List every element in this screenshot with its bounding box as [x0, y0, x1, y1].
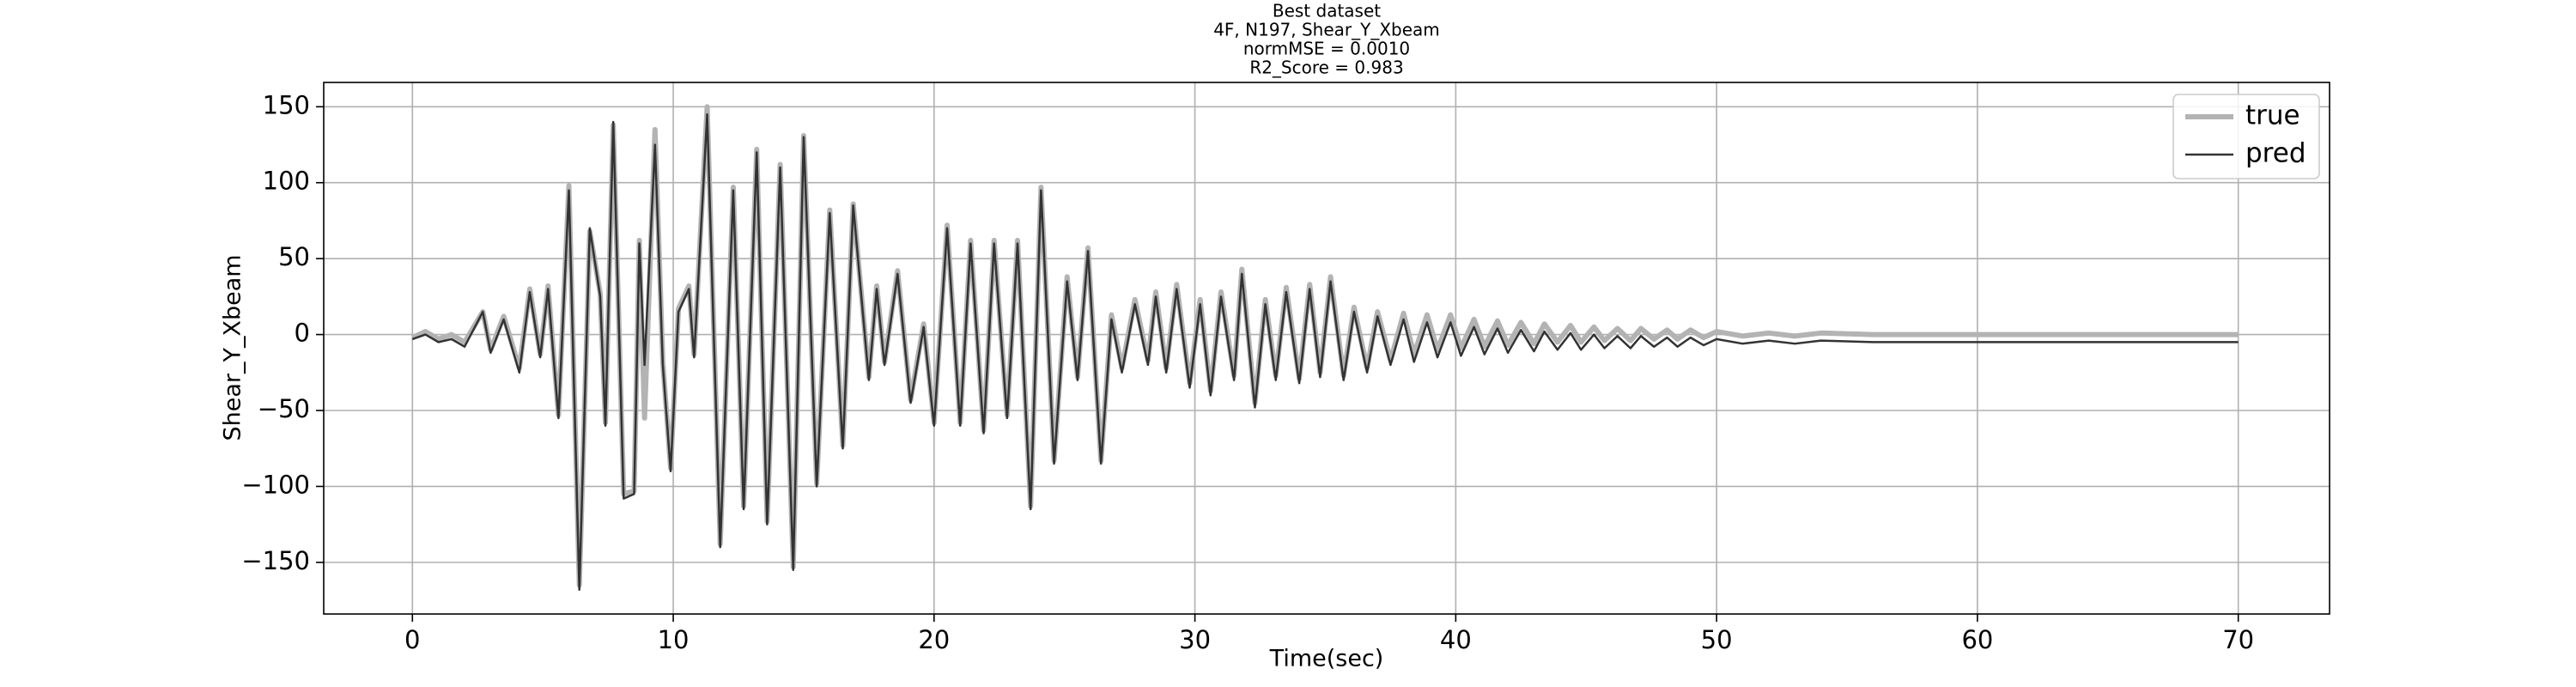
y-axis-label: Shear_Y_Xbeam	[220, 254, 246, 441]
y-tick-label: −100	[241, 470, 310, 499]
series-line	[411, 112, 2239, 591]
plot-frame	[323, 82, 2330, 615]
x-tick-label: 50	[1701, 625, 1733, 654]
x-tick-label: 0	[404, 625, 420, 654]
x-tick-label: 60	[1961, 625, 1993, 654]
legend-label: pred	[2245, 138, 2306, 169]
y-tick-label: 50	[278, 242, 310, 271]
x-tick-label: 40	[1440, 625, 1472, 654]
x-axis-label: Time(sec)	[1269, 646, 1384, 672]
x-tick-label: 10	[658, 625, 690, 654]
x-tick-label: 30	[1179, 625, 1211, 654]
series-line	[411, 104, 2239, 588]
chart-title: normMSE = 0.0010	[1243, 39, 1410, 59]
y-tick-label: 0	[295, 319, 310, 348]
chart-title: Best dataset	[1273, 1, 1381, 21]
y-tick-label: −50	[258, 394, 310, 423]
x-tick-label: 20	[918, 625, 950, 654]
x-tick-label: 70	[2222, 625, 2254, 654]
legend-label: true	[2245, 100, 2300, 131]
chart-title: 4F, N197, Shear_Y_Xbeam	[1213, 20, 1440, 40]
y-tick-label: 100	[263, 167, 310, 196]
chart-title: R2_Score = 0.983	[1249, 58, 1403, 78]
y-tick-label: 150	[263, 90, 310, 119]
y-tick-label: −150	[241, 546, 310, 575]
